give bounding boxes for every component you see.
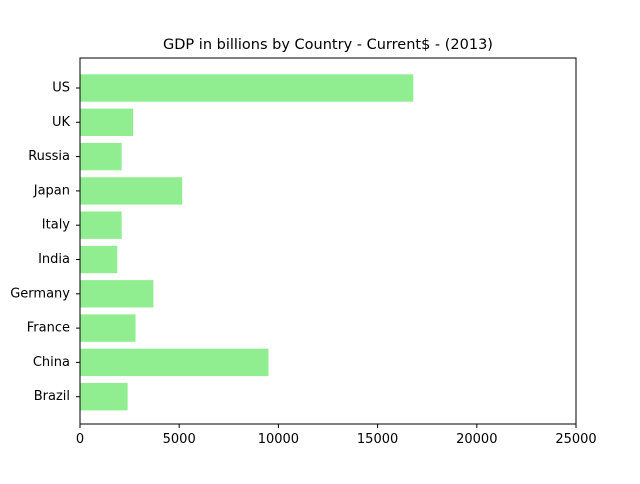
bar-brazil: [80, 383, 128, 411]
bar-uk: [80, 108, 134, 136]
y-tick-label-us: US: [52, 81, 70, 96]
y-tick-label-russia: Russia: [28, 149, 70, 164]
bar-india: [80, 245, 118, 274]
y-tick-label-france: France: [27, 321, 70, 336]
bar-italy: [80, 211, 122, 239]
y-tick-label-italy: Italy: [42, 218, 71, 233]
y-tick-label-germany: Germany: [10, 286, 70, 301]
y-tick-label-india: India: [38, 252, 70, 267]
y-tick-label-china: China: [33, 355, 70, 370]
y-axis: US UK Russia Japan Italy India Germany France Ch…: [10, 81, 80, 404]
plot-frame: [79, 57, 577, 425]
y-tick-label-uk: UK: [52, 115, 71, 130]
bar-china: [80, 348, 269, 377]
bar-germany: [80, 280, 154, 308]
chart-title: GDP in billions by Country - Current$ - …: [163, 37, 493, 53]
x-tick-label: 20000: [456, 432, 497, 447]
x-tick-label: 0: [76, 432, 84, 447]
x-axis: 0 5000 10000 15000 20000 25000: [76, 424, 597, 447]
y-tick-label-brazil: Brazil: [34, 389, 70, 404]
x-tick-label: 25000: [555, 432, 596, 447]
bar-japan: [80, 177, 183, 205]
x-tick-label: 10000: [258, 432, 299, 447]
bar-us: [80, 74, 414, 102]
bars-layer: [80, 74, 414, 411]
x-tick-label: 5000: [163, 432, 196, 447]
x-tick-label: 15000: [357, 432, 398, 447]
bar-france: [80, 314, 136, 342]
y-tick-label-japan: Japan: [33, 183, 70, 198]
bar-russia: [80, 142, 122, 171]
